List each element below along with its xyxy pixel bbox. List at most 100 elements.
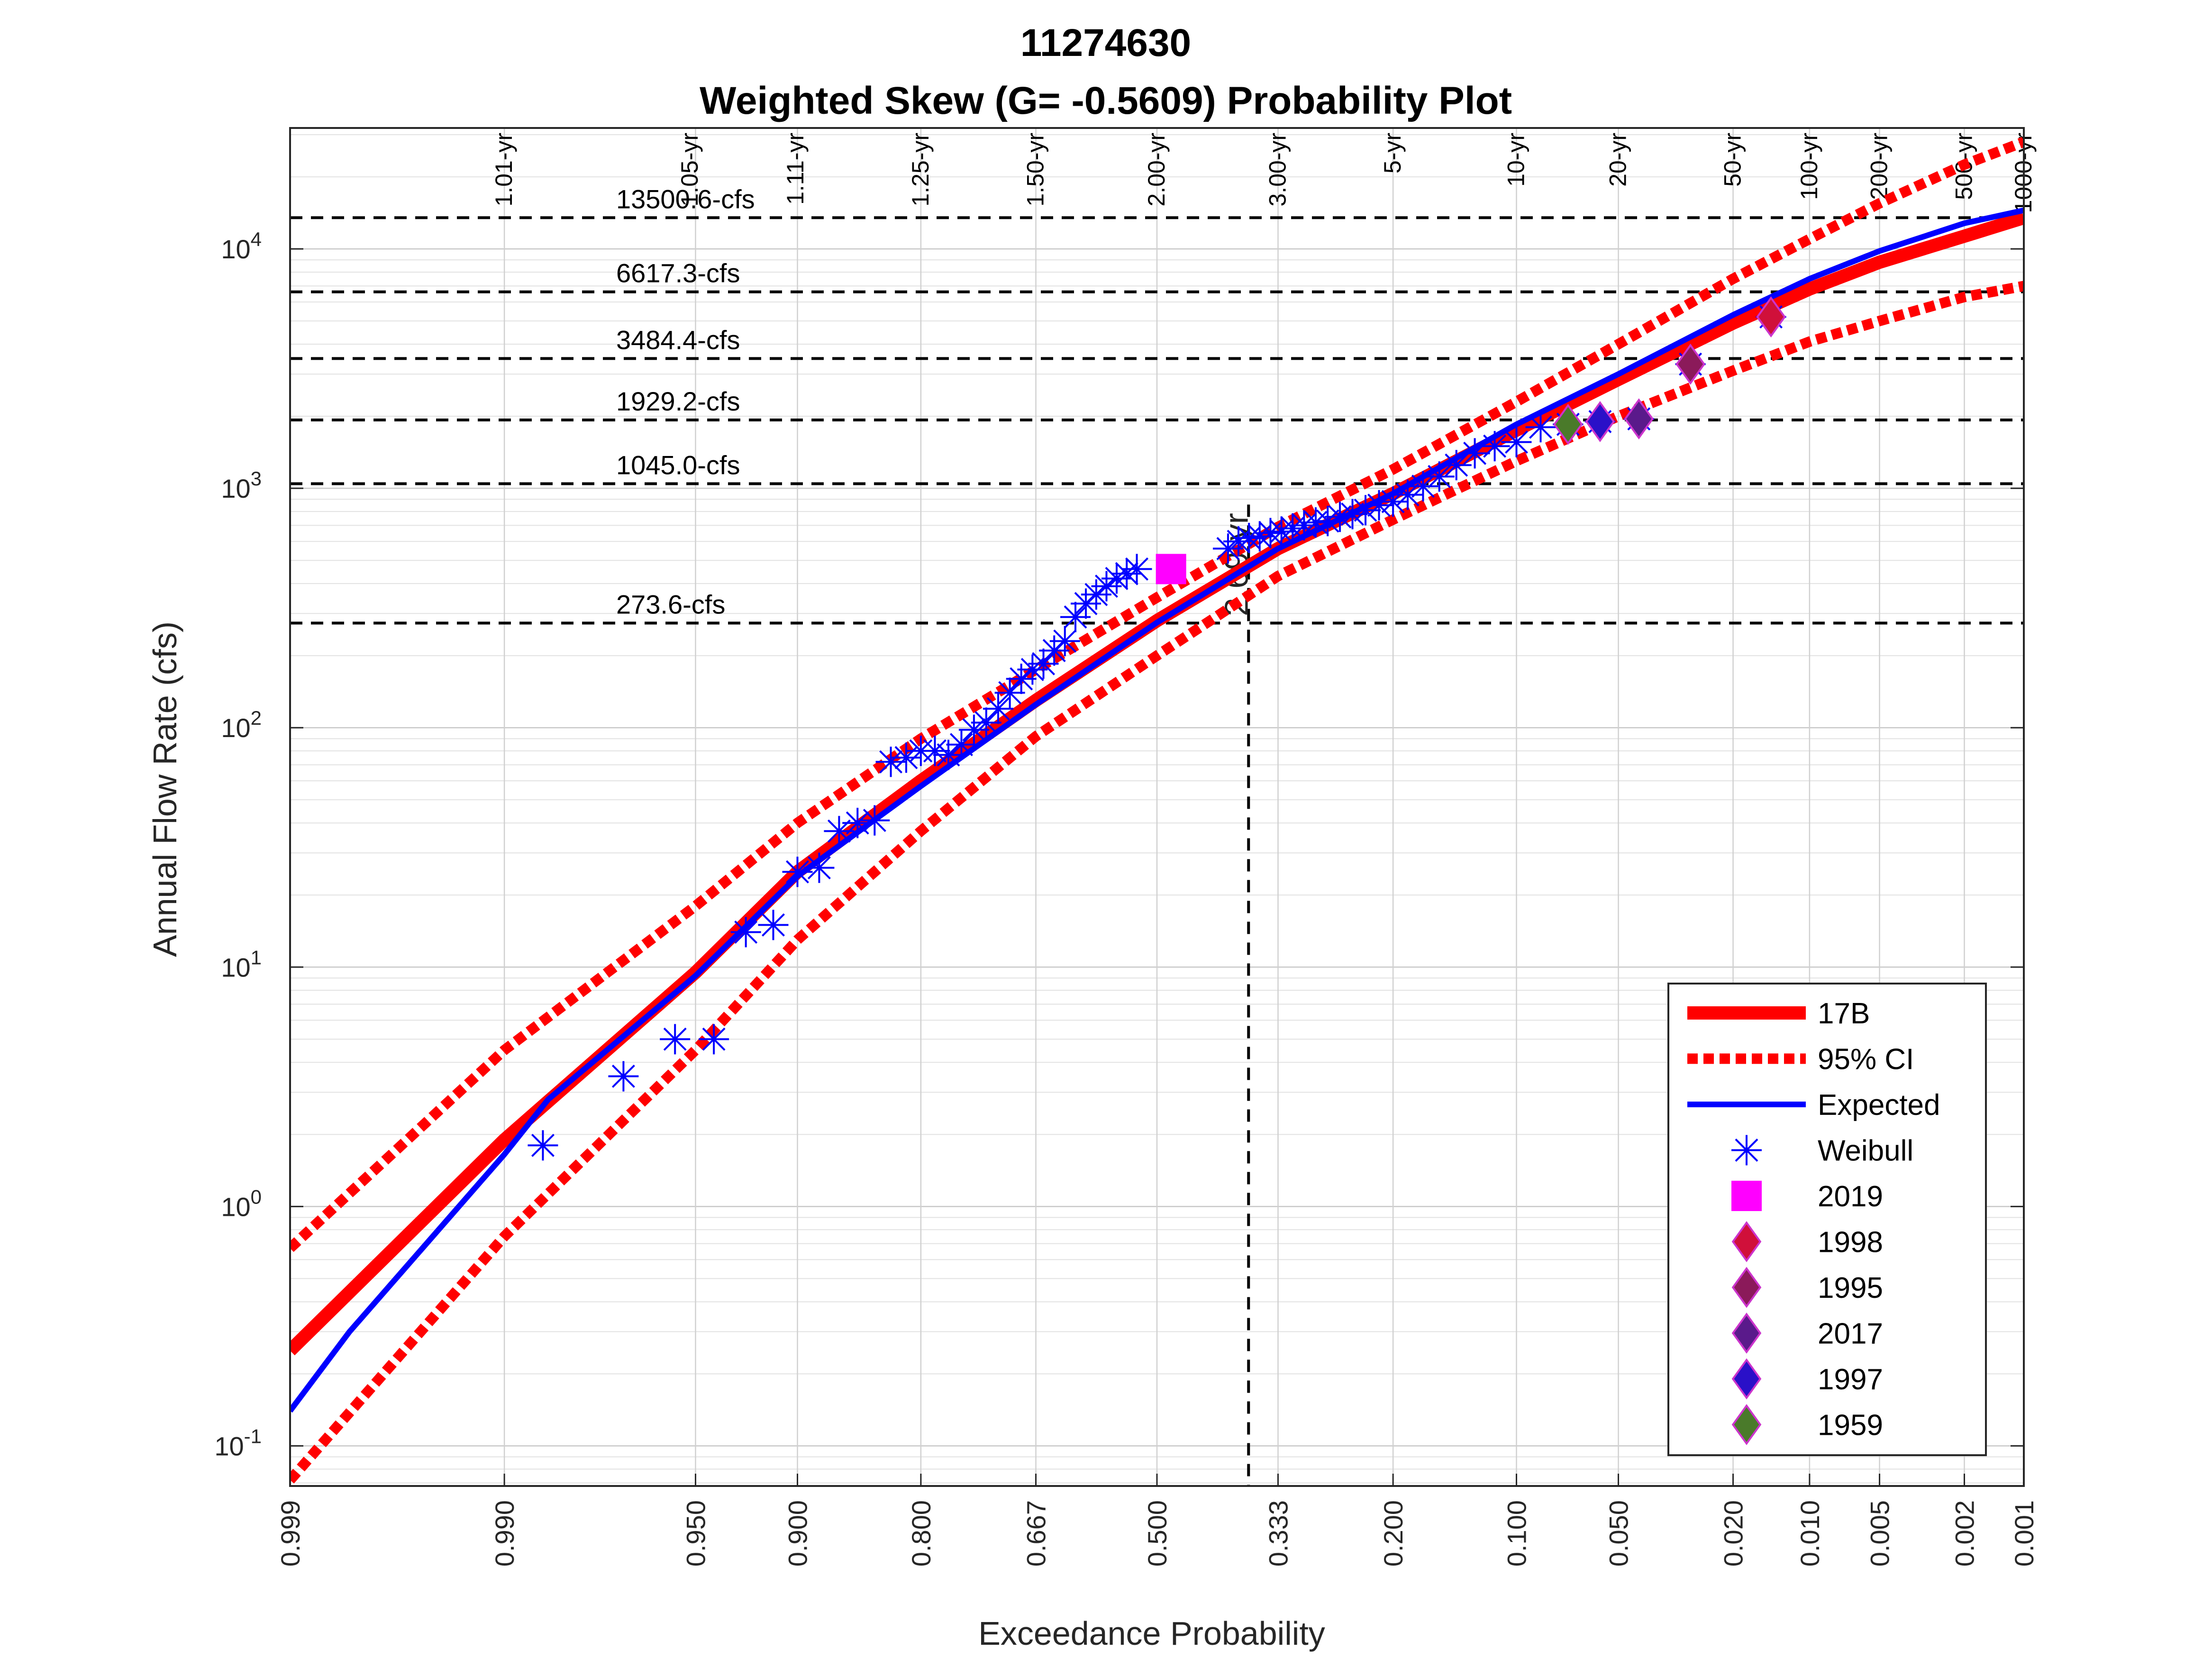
weibull-point <box>983 693 1014 724</box>
return-period-label: 1.25-yr <box>907 133 934 207</box>
legend-label: Weibull <box>1818 1135 1913 1167</box>
series-ci <box>290 281 2024 1484</box>
flow-reference-label: 273.6-cfs <box>616 589 725 619</box>
legend-swatch <box>1731 1313 1762 1354</box>
weibull-point <box>1121 554 1152 584</box>
weibull-point <box>1393 479 1423 510</box>
weibull-point <box>971 707 1001 738</box>
asterisk-stroke <box>1428 465 1451 488</box>
weibull-point <box>1049 626 1080 656</box>
legend-swatch <box>1731 1221 1762 1262</box>
legend-label: 1998 <box>1818 1226 1883 1259</box>
return-period-label: 1.11-yr <box>782 133 809 205</box>
weibull-point <box>958 714 989 745</box>
asterisk-stroke <box>531 1133 555 1157</box>
x-tick-label: 0.010 <box>1795 1500 1825 1567</box>
legend-swatch <box>1731 1358 1762 1400</box>
asterisk-stroke <box>1735 1139 1758 1162</box>
return-period-label: 200-yr <box>1866 133 1893 200</box>
weibull-point <box>1350 495 1381 526</box>
weibull-point <box>804 852 835 883</box>
chart-subtitle: Weighted Skew (G= -0.5609) Probability P… <box>700 79 1512 122</box>
weibull-point <box>1081 579 1111 610</box>
asterisk-stroke <box>1237 526 1261 550</box>
asterisk-stroke <box>1316 509 1339 533</box>
legend-label: 17B <box>1818 997 1870 1030</box>
legend-label: 1997 <box>1818 1363 1883 1396</box>
return-period-label: 5-yr <box>1379 133 1406 173</box>
asterisk-stroke <box>734 921 758 944</box>
legend: 17B 95% CI Expected Weibull 2019 1998 1995 2017… <box>1667 983 1987 1456</box>
legend-swatch <box>1731 1267 1762 1308</box>
weibull-point <box>1312 506 1343 537</box>
asterisk-stroke <box>1032 652 1056 675</box>
asterisk-stroke <box>1367 493 1391 517</box>
weibull-point <box>859 805 890 836</box>
asterisk-stroke <box>1258 521 1282 545</box>
legend-label: 95% CI <box>1818 1043 1914 1076</box>
x-tick-label: 0.667 <box>1021 1500 1051 1567</box>
chart-title: 11274630 <box>1020 21 1191 64</box>
y-tick-label: 101 <box>221 946 262 982</box>
return-period-label: 100-yr <box>1796 133 1822 200</box>
flow-reference-label: 6617.3-cfs <box>616 258 740 288</box>
marker-2019 <box>1156 554 1186 584</box>
legend-swatch <box>1731 1404 1762 1445</box>
flow-reference-label: 1045.0-cfs <box>616 450 740 480</box>
asterisk-stroke <box>1341 502 1364 526</box>
y-tick-label: 100 <box>221 1185 262 1221</box>
y-axis-label: Annual Flow Rate (cfs) <box>146 621 183 957</box>
asterisk-stroke <box>762 913 785 937</box>
return-period-label: 50-yr <box>1720 133 1746 187</box>
marker-2017 <box>1624 398 1654 440</box>
weibull-point <box>758 910 789 940</box>
asterisk-stroke <box>1483 434 1507 458</box>
marker-1998 <box>1756 296 1786 337</box>
asterisk-stroke <box>986 697 1010 720</box>
asterisk-stroke <box>1064 605 1087 629</box>
flow-reference-label: 1929.2-cfs <box>616 386 740 416</box>
asterisk-stroke <box>937 743 960 767</box>
marker-1997 <box>1585 401 1615 442</box>
weibull-point <box>946 729 977 760</box>
return-period-label: 10-yr <box>1503 133 1529 187</box>
asterisk-stroke <box>863 809 886 832</box>
return-period-label: 3.00-yr <box>1264 133 1291 207</box>
flow-reference-label: 3484.4-cfs <box>616 325 740 355</box>
weibull-point <box>730 917 761 948</box>
series-layer <box>290 137 2024 1484</box>
weibull-point <box>660 1024 691 1055</box>
asterisk-stroke <box>950 733 973 757</box>
weibull-point <box>528 1130 558 1161</box>
x-tick-label: 0.800 <box>906 1500 936 1567</box>
asterisk-stroke <box>923 739 947 763</box>
weibull-point <box>1501 427 1532 457</box>
weibull-point <box>1060 602 1091 632</box>
x-tick-label: 0.100 <box>1502 1500 1532 1567</box>
weibull-point <box>782 857 813 887</box>
legend-entry: 1998 <box>1731 1221 1883 1262</box>
legend-swatch <box>1731 1135 1762 1166</box>
asterisk-stroke <box>1445 453 1468 477</box>
weibull-point <box>1277 513 1308 544</box>
y-tick-label: 103 <box>221 467 262 503</box>
legend-entry: 2019 <box>1731 1180 1883 1213</box>
asterisk-stroke <box>1053 629 1077 653</box>
weibull-point <box>1424 461 1455 492</box>
asterisk-stroke <box>1505 430 1528 454</box>
legend-label: 1995 <box>1818 1272 1883 1304</box>
series-expected <box>290 207 2024 1413</box>
asterisk-stroke <box>1529 415 1552 439</box>
asterisk-stroke <box>807 856 831 880</box>
legend-entry: 95% CI <box>1687 1043 1914 1076</box>
weibull-point <box>919 736 950 766</box>
x-tick-label: 0.050 <box>1604 1500 1634 1567</box>
x-tick-label: 0.005 <box>1865 1500 1895 1567</box>
x-tick-label: 0.900 <box>783 1500 812 1567</box>
asterisk-stroke <box>702 1027 726 1051</box>
x-tick-label: 0.950 <box>681 1500 710 1567</box>
weibull-point <box>842 808 873 839</box>
legend-entry: Weibull <box>1731 1135 1913 1167</box>
legend-label: 2019 <box>1818 1180 1883 1213</box>
asterisk-stroke <box>879 750 902 774</box>
